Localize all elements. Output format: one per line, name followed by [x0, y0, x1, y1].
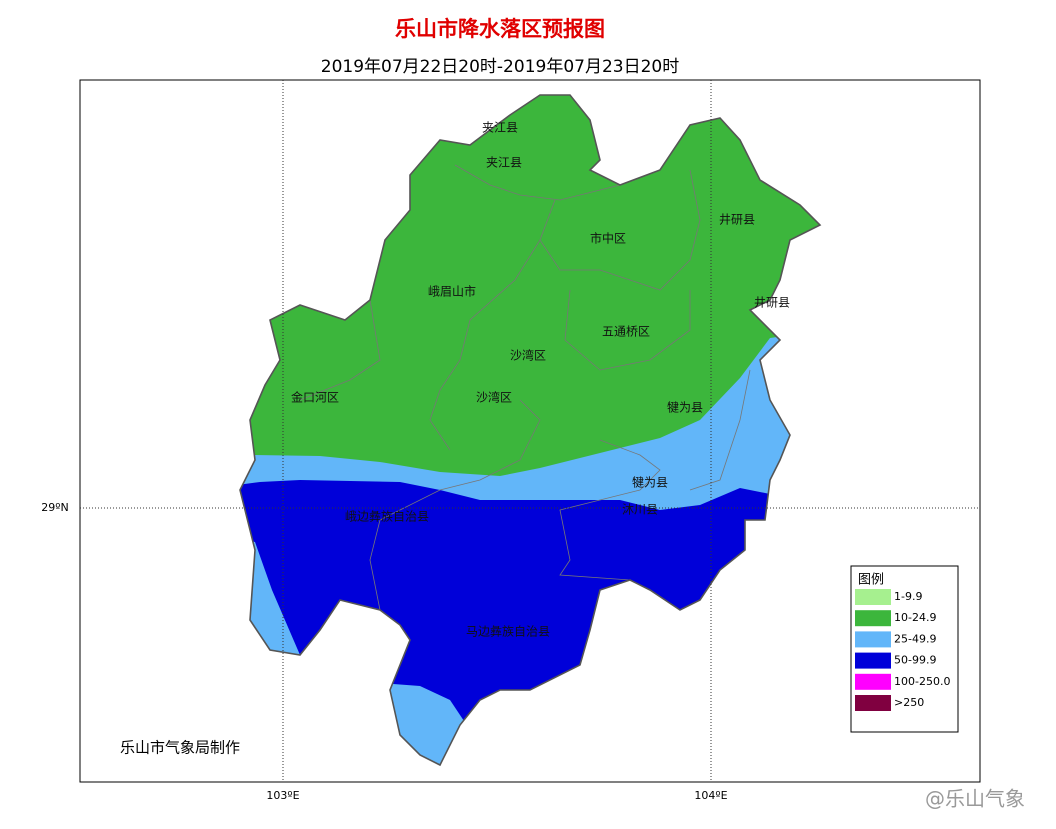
place-label: 沙湾区 — [476, 390, 512, 405]
place-label: 五通桥区 — [602, 325, 650, 339]
place-label: 夹江县 — [482, 121, 518, 135]
legend-swatch — [855, 673, 891, 690]
subtitle: 2019年07月22日20时-2019年07月23日20时 — [321, 57, 679, 77]
place-label: 井研县 — [754, 296, 790, 310]
place-label: 沐川县 — [622, 503, 658, 517]
legend-label: 10-24.9 — [894, 611, 936, 624]
place-label: 犍为县 — [632, 476, 668, 490]
lon-label: 104ºE — [694, 789, 727, 802]
place-label: 马边彝族自治县 — [466, 624, 550, 639]
title: 乐山市降水落区预报图 — [395, 17, 605, 41]
legend-label: >250 — [894, 696, 924, 709]
lon-label: 103ºE — [266, 789, 299, 802]
legend-swatch — [855, 631, 891, 648]
lat-label: 29ºN — [41, 501, 68, 514]
place-label: 市中区 — [590, 231, 626, 246]
legend-swatch — [855, 589, 891, 605]
legend-swatch — [855, 652, 891, 669]
place-label: 沙湾区 — [510, 348, 546, 363]
credit: 乐山市气象局制作 — [120, 739, 240, 757]
place-labels: 夹江县 夹江县 井研县 井研县 市中区 峨眉山市 五通桥区 沙湾区 沙湾区 金口… — [291, 121, 790, 639]
legend: 图例 1-9.9 10-24.9 25-49.9 50-99.9 100-250.0 >2… — [850, 565, 959, 733]
place-label: 夹江县 — [486, 156, 522, 170]
place-label: 井研县 — [719, 213, 755, 227]
place-label: 金口河区 — [291, 390, 339, 405]
legend-label: 100-250.0 — [894, 675, 950, 688]
watermark: @乐山气象 — [925, 787, 1025, 811]
legend-label: 50-99.9 — [894, 654, 936, 667]
place-label: 峨边彝族自治县 — [345, 509, 429, 524]
legend-swatch — [855, 610, 891, 627]
legend-swatch — [855, 695, 891, 711]
legend-label: 25-49.9 — [894, 632, 936, 645]
county-borders — [299, 164, 751, 611]
place-label: 峨眉山市 — [428, 284, 476, 299]
legend-label: 1-9.9 — [894, 590, 922, 603]
place-label: 犍为县 — [667, 401, 703, 415]
area-lightblue — [380, 683, 470, 765]
legend-title: 图例 — [858, 573, 884, 588]
